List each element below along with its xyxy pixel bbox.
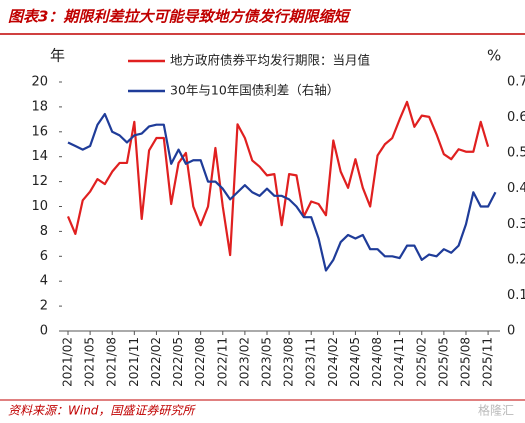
x-tick-label: 2025/02 bbox=[414, 337, 428, 387]
x-tick-label: 2022/11 bbox=[215, 337, 229, 387]
x-tick-label: 2021/05 bbox=[83, 337, 97, 387]
y2-tick-label: 0 bbox=[507, 324, 515, 339]
series-line bbox=[67, 112, 497, 272]
x-tick-label: 2024/05 bbox=[348, 337, 362, 387]
y-tick-label: 18 bbox=[31, 99, 48, 114]
x-tick-label: 2021/02 bbox=[61, 337, 75, 387]
x-tick-label: 2025/08 bbox=[458, 337, 472, 387]
x-tick-label: 2022/08 bbox=[193, 337, 207, 387]
y-tick-label: 12 bbox=[31, 174, 48, 189]
y2-tick-label: 0.3 bbox=[507, 217, 525, 232]
series-line bbox=[66, 100, 490, 257]
x-tick-label: 2023/05 bbox=[259, 337, 273, 387]
x-tick-label: 2023/08 bbox=[282, 337, 296, 387]
y2-tick-label: 0.5 bbox=[507, 146, 525, 161]
y2-tick-label: 0.4 bbox=[507, 181, 525, 196]
watermark: 格隆汇 bbox=[478, 403, 514, 418]
y2-tick-label: 0.1 bbox=[507, 288, 525, 303]
y-tick-label: 8 bbox=[40, 224, 48, 239]
x-tick-label: 2022/05 bbox=[171, 337, 185, 387]
x-tick-label: 2021/08 bbox=[105, 337, 119, 387]
x-tick-label: 2023/02 bbox=[237, 337, 251, 387]
y-tick-label: 14 bbox=[31, 149, 48, 164]
y2-tick-label: 0.2 bbox=[507, 252, 525, 267]
y-axis-label: 年 bbox=[50, 47, 65, 65]
x-tick-label: 2023/11 bbox=[304, 337, 318, 387]
x-tick-label: 2021/11 bbox=[127, 337, 141, 387]
x-tick-label: 2024/11 bbox=[392, 337, 406, 387]
chart-title: 图表3：期限利差拉大可能导致地方债发行期限缩短 bbox=[8, 8, 351, 26]
x-tick-label: 2022/02 bbox=[149, 337, 163, 387]
x-tick-label: 2024/02 bbox=[326, 337, 340, 387]
legend-label: 地方政府债券平均发行期限：当月值 bbox=[170, 53, 370, 68]
y-tick-label: 20 bbox=[31, 75, 48, 90]
y-tick-label: 6 bbox=[40, 249, 48, 264]
y2-tick-label: 0.6 bbox=[507, 110, 525, 125]
y-tick-label: 0 bbox=[40, 324, 48, 339]
y-tick-label: 4 bbox=[40, 274, 48, 289]
y-tick-label: 16 bbox=[31, 124, 48, 139]
x-tick-label: 2025/05 bbox=[436, 337, 450, 387]
y2-tick-label: 0.7 bbox=[507, 75, 525, 90]
x-tick-label: 2025/11 bbox=[481, 337, 495, 387]
x-tick-label: 2024/08 bbox=[370, 337, 384, 387]
source: 资料来源：Wind，国盛证券研究所 bbox=[8, 404, 196, 418]
y2-axis-label: % bbox=[487, 47, 501, 65]
y-tick-label: 10 bbox=[31, 199, 48, 214]
legend-label: 30年与10年国债利差（右轴） bbox=[170, 83, 339, 98]
y-tick-label: 2 bbox=[40, 299, 48, 314]
